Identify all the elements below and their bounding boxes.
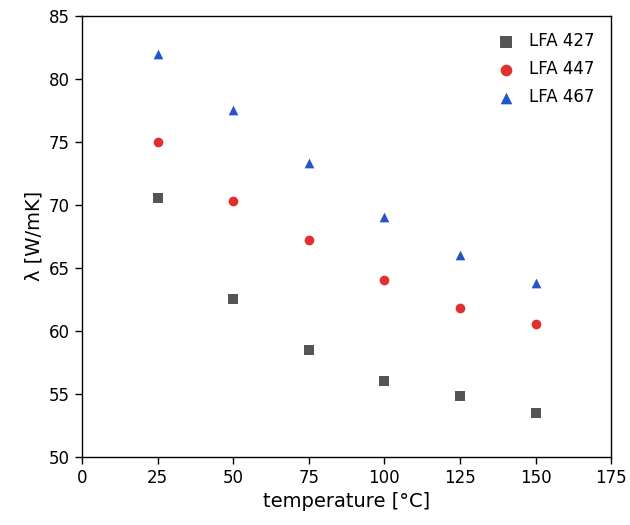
LFA 447	[304, 236, 314, 244]
Y-axis label: λ [W/mK]: λ [W/mK]	[25, 191, 43, 281]
LFA 427	[379, 377, 389, 385]
LFA 427	[530, 408, 541, 417]
LFA 467	[152, 49, 163, 58]
LFA 447	[228, 197, 238, 205]
LFA 447	[530, 320, 541, 329]
LFA 467	[530, 279, 541, 287]
LFA 467	[228, 106, 238, 114]
LFA 467	[304, 159, 314, 167]
LFA 447	[152, 138, 163, 146]
LFA 447	[455, 304, 465, 312]
LFA 427	[228, 295, 238, 303]
LFA 467	[379, 213, 389, 222]
LFA 447	[379, 276, 389, 285]
LFA 427	[455, 392, 465, 401]
LFA 467	[455, 251, 465, 259]
LFA 427	[304, 345, 314, 354]
X-axis label: temperature [°C]: temperature [°C]	[263, 492, 430, 511]
LFA 427	[152, 194, 163, 203]
Legend: LFA 427, LFA 447, LFA 467: LFA 427, LFA 447, LFA 467	[481, 24, 603, 115]
